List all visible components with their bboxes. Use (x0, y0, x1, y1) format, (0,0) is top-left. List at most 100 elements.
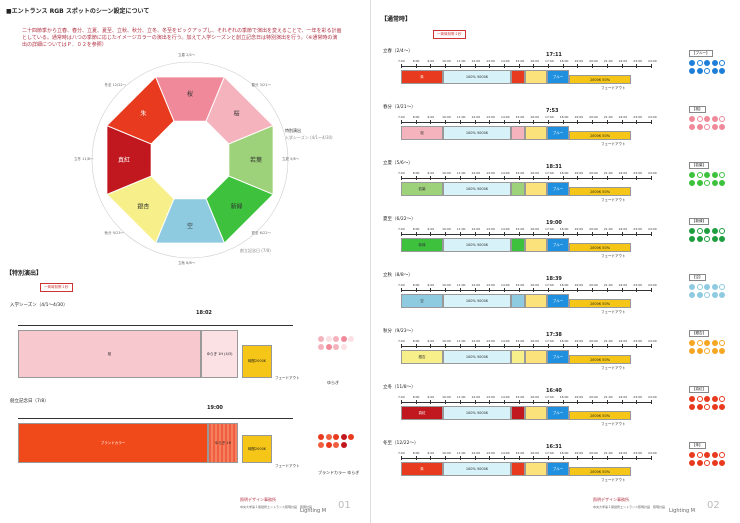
timeline-tick (621, 344, 623, 348)
legend-dot (318, 441, 324, 448)
special-row-title: 創立記念日（7/8） (10, 399, 49, 404)
timeline-tick (651, 232, 652, 236)
timeline-tick (548, 232, 550, 236)
color-dot (689, 123, 695, 130)
timeline-tick (577, 176, 579, 180)
page-label: Lighting M (300, 508, 327, 514)
page-number: 01 (338, 500, 351, 511)
row-title: 立春（2/4〜） (383, 49, 413, 54)
timeline-tick (577, 120, 579, 124)
wheel-segment-label: 朱 (140, 109, 146, 117)
timeline-tick-label: 20:00 (589, 283, 598, 287)
timeline-tick-label: 8:00 (412, 451, 420, 455)
color-dot (696, 452, 703, 458)
timeline-tick (474, 400, 476, 404)
color-chip: 【真紅】 (689, 386, 709, 393)
color-dot (704, 396, 710, 402)
color-dots (689, 116, 729, 130)
timeline-tick (459, 120, 461, 124)
timeline-tick (577, 288, 579, 292)
color-dot (689, 459, 695, 466)
color-dot (711, 172, 718, 178)
band-warm: 2000K 50% (569, 355, 631, 364)
timeline-tick-label: 7:00 (398, 451, 405, 455)
timeline-tick-label: 13:00 (486, 395, 495, 399)
band-warm-a (525, 182, 547, 196)
color-dot (704, 284, 710, 290)
timeline-tick-label: 19:00 (574, 451, 584, 455)
timeline-tick-label: 18:00 (559, 171, 569, 175)
color-dot (719, 284, 725, 290)
timeline-tick-label: 8:00 (412, 339, 420, 343)
timeline-axis (401, 290, 651, 291)
row-time: 7:53 (546, 108, 559, 114)
timeline-tick-label: 22:00 (618, 451, 628, 455)
color-dot (689, 403, 695, 410)
timeline-tick-label: 7:00 (398, 395, 405, 399)
timeline-tick (548, 176, 550, 180)
timeline-tick (430, 288, 432, 292)
left-heading: ■エントランス RGB スポットのシーン設定について (6, 8, 150, 15)
band-color-2 (511, 350, 525, 364)
timeline-tick (533, 456, 535, 460)
row-title: 春分（3/21〜） (383, 105, 416, 110)
page-number: 02 (707, 500, 720, 511)
legend-dot (318, 434, 324, 440)
timeline-tick (430, 120, 432, 124)
timeline-tick-label: 16:00 (530, 171, 539, 175)
row-time: 16:31 (546, 444, 562, 450)
page-right: 【通常時】 一斉時刻帯１秒 立春（2/4〜） 17:11 7:00 8:00 9:00 1… (370, 0, 740, 523)
timeline-tick-label: 22:00 (618, 115, 628, 119)
color-dot (719, 291, 725, 298)
timeline-tick-label: 10:00 (442, 115, 451, 119)
timeline-tick-label: 8:00 (412, 283, 420, 287)
timeline-tick-label: 12:00 (471, 339, 481, 343)
timeline-tick-label: 22:00 (618, 339, 628, 343)
timeline-tick (518, 176, 520, 180)
timeline-tick-label: 19:00 (574, 115, 584, 119)
footer-sub: 中央大学第１保健所エントランス照明計画 照明計画 (240, 505, 312, 509)
timeline-tick (489, 288, 491, 292)
color-dot (689, 228, 695, 234)
legend-dot (340, 336, 347, 342)
row-time: 17:11 (546, 52, 562, 58)
timeline-tick-label: 13:00 (486, 59, 495, 63)
timeline-tick-label: 9:00 (427, 339, 435, 343)
timeline-tick (445, 288, 447, 292)
band-warm: 2000K 50% (569, 187, 631, 196)
timeline-tick (445, 120, 447, 124)
timeline-tick (503, 64, 505, 68)
row-time: 19:00 (546, 220, 562, 226)
timeline-tick (592, 288, 594, 292)
timeline-tick-label: 13:00 (486, 451, 495, 455)
timeline-tick (474, 288, 476, 292)
timeline-tick-label: 22:00 (618, 171, 628, 175)
timeline-tick-label: 10:00 (442, 227, 451, 231)
timeline-tick-label: 18:00 (559, 339, 569, 343)
timeline-tick (430, 400, 432, 404)
color-dot (711, 60, 718, 66)
row-title: 冬至（12/22〜） (383, 441, 419, 446)
band-color: 空 (401, 294, 443, 308)
timeline-tick (606, 176, 608, 180)
band-color: 真紅 (401, 406, 443, 420)
timeline-tick-label: 16:00 (530, 451, 539, 455)
timeline-tick (533, 232, 535, 236)
timeline-tick-label: 16:00 (530, 283, 539, 287)
band-blue: ブルー (547, 350, 569, 364)
color-dot (711, 396, 718, 402)
timeline-tick (430, 176, 432, 180)
timeline-tick-label: 12:00 (471, 283, 481, 287)
band-blue: ブルー (547, 238, 569, 252)
timeline-tick-label: 16:00 (530, 115, 539, 119)
color-dot (704, 123, 710, 130)
timeline-tick-label: 19:00 (574, 59, 584, 63)
timeline-tick (445, 400, 447, 404)
wheel-segment (105, 75, 175, 145)
color-chip: 【朱】 (689, 442, 706, 449)
band-100: 100% 5000K (443, 462, 511, 476)
timeline-tick-label: 17:00 (545, 451, 554, 455)
band-100: 100% 5000K (443, 126, 511, 140)
color-dot (719, 67, 725, 74)
